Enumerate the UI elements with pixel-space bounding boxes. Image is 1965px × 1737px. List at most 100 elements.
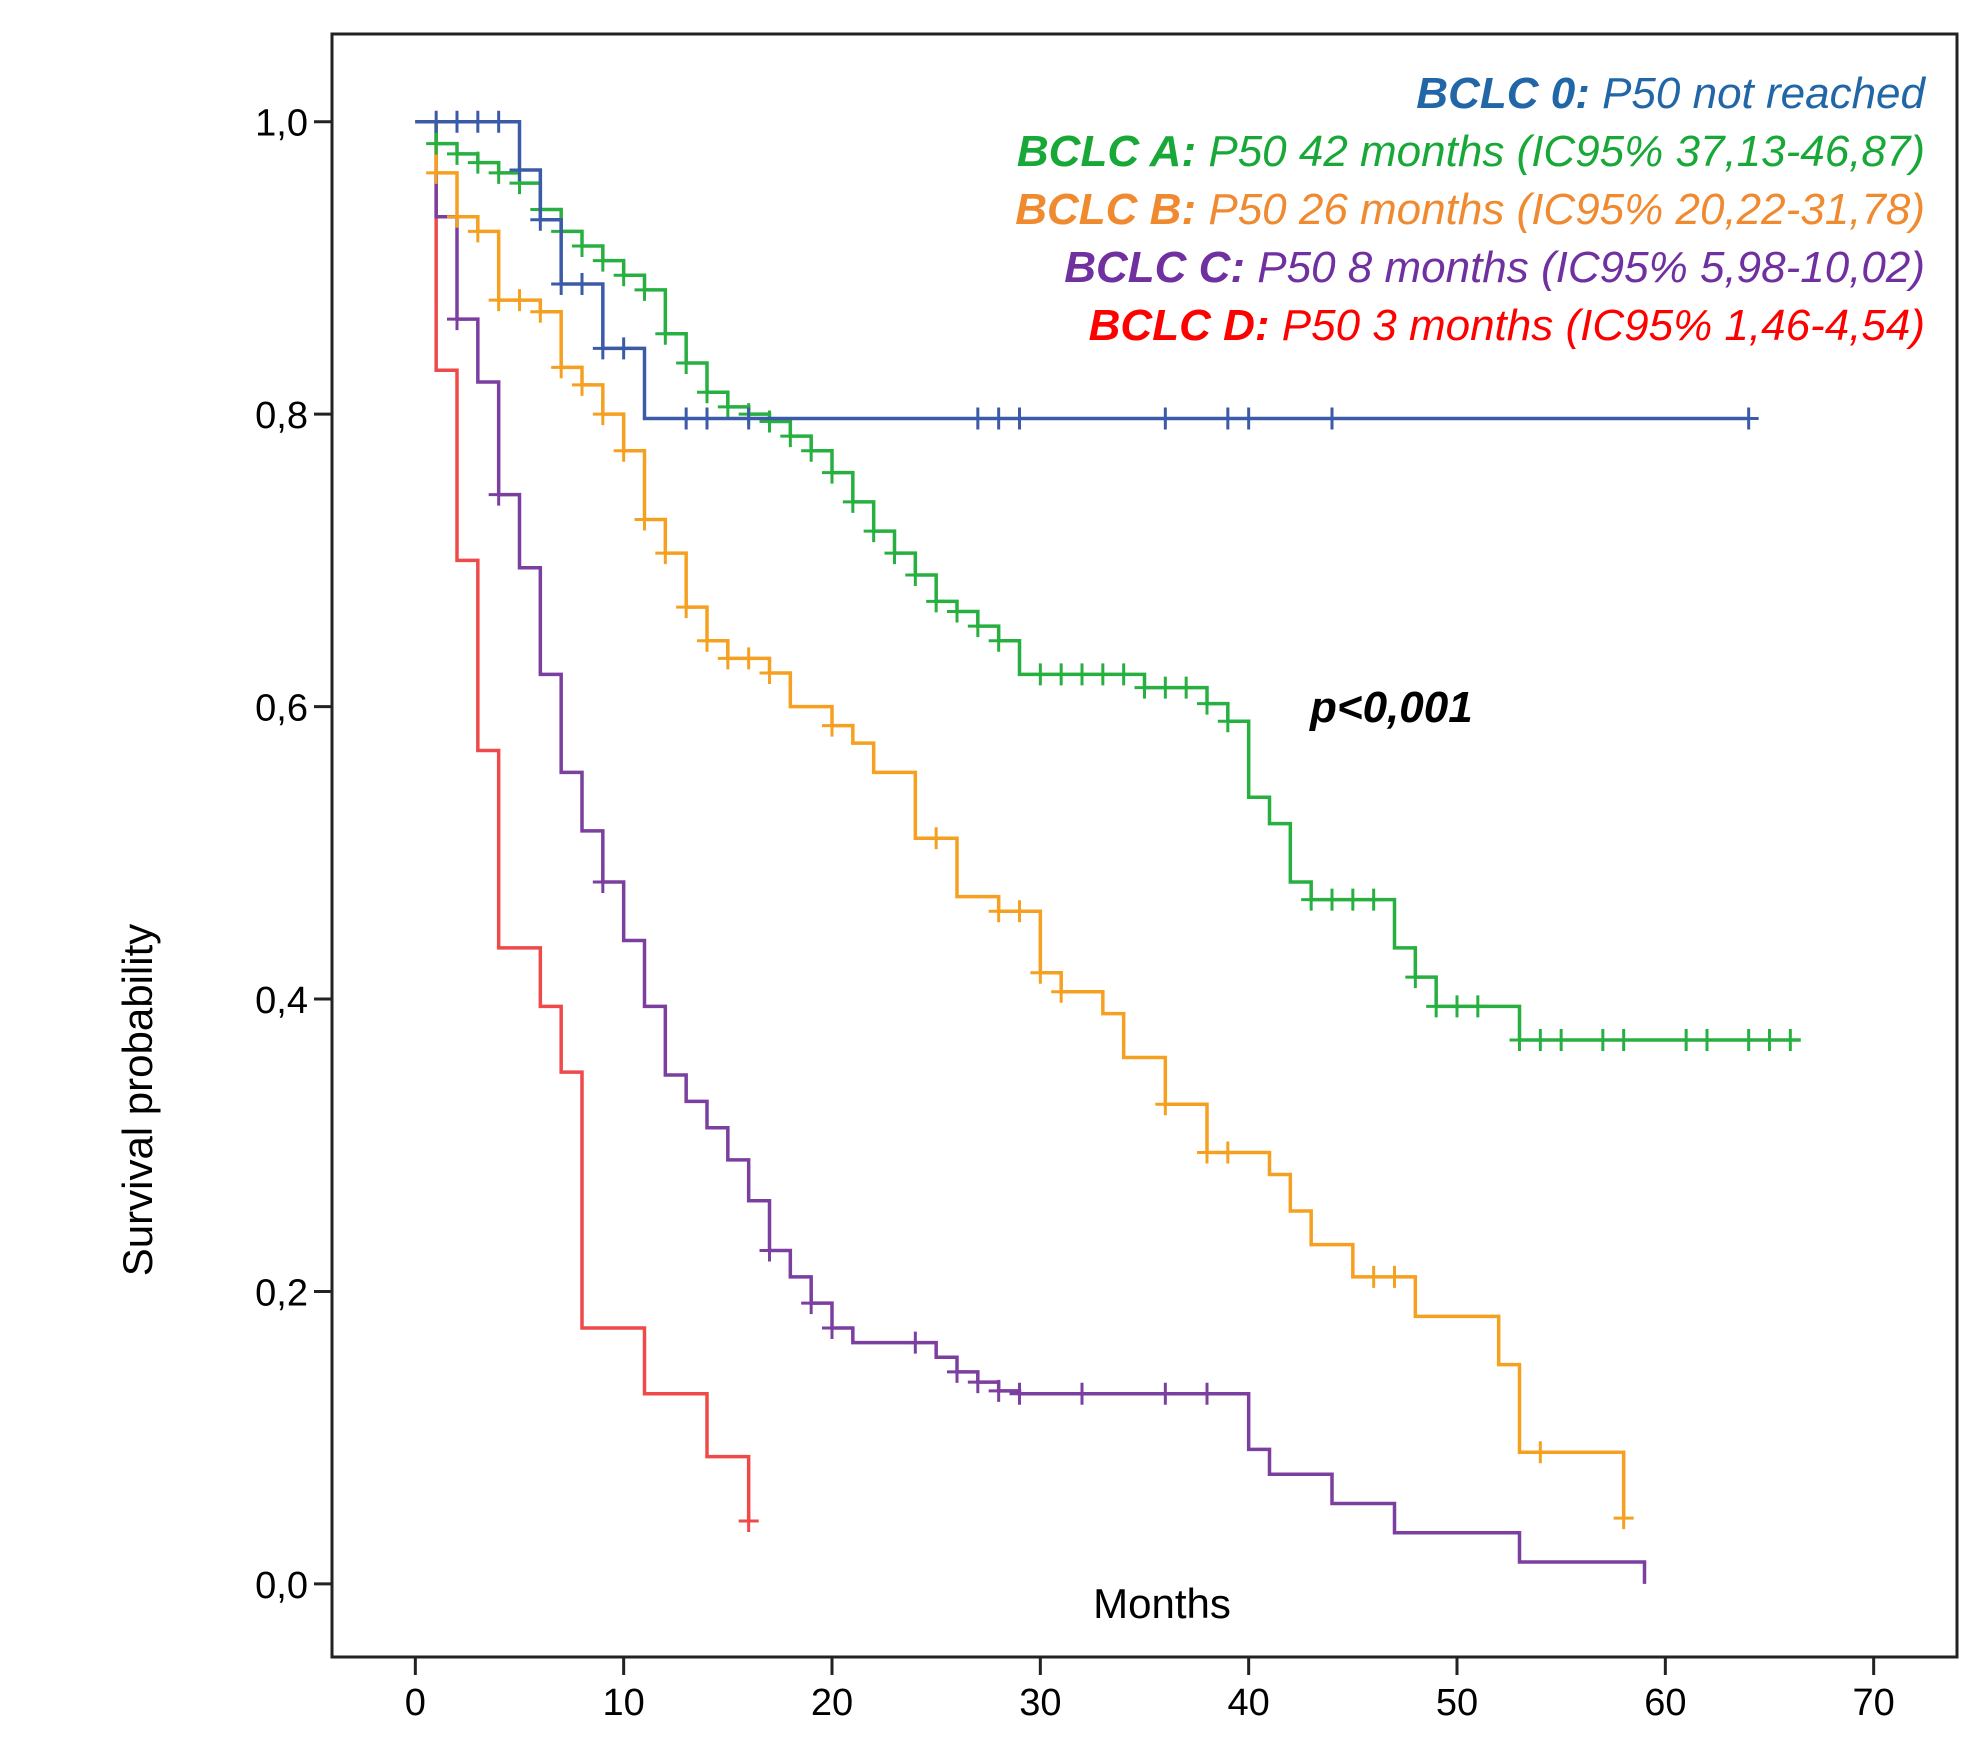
censor-mark: [1759, 1028, 1780, 1051]
censor-mark: [1738, 1028, 1759, 1051]
censor-mark: [447, 110, 467, 133]
censor-mark: [592, 249, 613, 272]
censor-mark: [926, 827, 947, 850]
censor-mark: [1738, 407, 1759, 430]
survival-curve: [415, 119, 751, 1522]
censor-mark: [1238, 407, 1259, 430]
censor-mark: [1051, 980, 1072, 1003]
y-axis-title: Survival probability: [114, 924, 161, 1277]
y-tick-label: 0,6: [255, 688, 308, 730]
censor-mark: [1217, 407, 1238, 430]
p-value-annotation: p<0,001: [1309, 683, 1473, 732]
censor-mark: [884, 542, 905, 565]
censor-mark: [509, 289, 530, 312]
censor-mark: [551, 273, 572, 296]
survival-curve: [415, 119, 1647, 1584]
censor-mark: [592, 403, 613, 426]
censor-mark: [426, 161, 447, 184]
censor-mark: [1197, 1141, 1217, 1164]
censor-mark: [926, 590, 947, 613]
censor-mark: [967, 407, 988, 430]
censor-mark: [1530, 1441, 1551, 1464]
censor-mark: [1176, 676, 1197, 699]
censor-mark: [1092, 663, 1113, 686]
censor-mark: [1113, 663, 1134, 686]
censor-mark: [822, 1317, 842, 1340]
censor-mark: [1301, 888, 1322, 911]
censor-mark: [1072, 1382, 1092, 1405]
censor-mark: [447, 142, 467, 165]
censor-mark: [842, 490, 863, 513]
censor-mark: [1322, 888, 1342, 911]
censor-mark: [717, 395, 738, 418]
censor-mark: [1613, 1028, 1634, 1051]
legend-series-detail: P50 26 months (IC95% 20,22-31,78): [1208, 185, 1925, 234]
censor-mark: [1217, 1141, 1238, 1164]
censor-mark: [613, 264, 634, 287]
censor-mark: [655, 322, 676, 345]
legend-series-detail: P50 8 months (IC95% 5,98-10,02): [1257, 243, 1925, 292]
censor-mark: [988, 1379, 1009, 1402]
censor-mark: [738, 1510, 759, 1533]
x-tick-label: 70: [1853, 1682, 1895, 1724]
legend-entry: BCLC D: P50 3 months (IC95% 1,46-4,54): [1089, 301, 1925, 350]
legend-entry: BCLC B: P50 26 months (IC95% 20,22-31,78…: [1015, 185, 1925, 234]
legend-entry: BCLC C: P50 8 months (IC95% 5,98-10,02): [1064, 243, 1925, 292]
x-tick-label: 0: [405, 1682, 426, 1724]
x-tick-label: 40: [1228, 1682, 1270, 1724]
censor-mark: [1155, 407, 1176, 430]
series-bclc-d: [415, 119, 759, 1533]
censor-mark: [1155, 676, 1176, 699]
censor-mark: [613, 439, 634, 462]
y-tick-label: 0,0: [255, 1565, 308, 1607]
censor-mark: [467, 110, 488, 133]
legend-series-detail: P50 42 months (IC95% 37,13-46,87): [1208, 127, 1925, 176]
censor-mark: [1780, 1028, 1801, 1051]
censor-mark: [947, 600, 967, 623]
legend-series-name: BCLC B:: [1015, 185, 1208, 234]
x-axis: 0 10 20 30 40 50 60 70: [405, 1657, 1895, 1724]
censor-mark: [801, 1292, 822, 1315]
censor-mark: [697, 629, 717, 652]
censor-mark: [1009, 407, 1030, 430]
x-tick-label: 30: [1019, 1682, 1061, 1724]
censor-mark: [1072, 663, 1092, 686]
censor-mark: [613, 337, 634, 360]
y-tick-label: 0,2: [255, 1272, 308, 1314]
censor-mark: [572, 235, 592, 258]
censor-mark: [1009, 900, 1030, 923]
censor-mark: [780, 425, 801, 448]
censor-mark: [488, 483, 509, 506]
censor-mark: [988, 407, 1009, 430]
legend-series-name: BCLC 0:: [1416, 69, 1602, 118]
censor-mark: [1405, 966, 1426, 989]
y-tick-label: 0,8: [255, 395, 308, 437]
censor-mark: [1384, 1265, 1405, 1288]
legend: BCLC 0: P50 not reached BCLC A: P50 42 mo…: [1015, 69, 1926, 350]
censor-mark: [1030, 961, 1051, 984]
censor-mark: [488, 161, 509, 184]
censor-mark: [905, 564, 926, 586]
censor-mark: [592, 871, 613, 894]
y-tick-label: 0,4: [255, 980, 308, 1022]
censor-mark: [467, 151, 488, 174]
censor-mark: [1551, 1028, 1572, 1051]
censor-mark: [1509, 1028, 1530, 1051]
censor-mark: [822, 714, 842, 737]
censor-mark: [1363, 888, 1384, 911]
censor-mark: [1217, 710, 1238, 733]
legend-series-name: BCLC C:: [1064, 243, 1257, 292]
censor-mark: [447, 308, 467, 331]
censor-mark: [530, 208, 551, 231]
censor-mark: [551, 356, 572, 379]
censor-mark: [676, 596, 697, 619]
censor-mark: [592, 337, 613, 360]
censor-mark: [676, 351, 697, 374]
censor-mark: [1134, 676, 1155, 699]
censor-mark: [988, 629, 1009, 652]
censor-mark: [1530, 1028, 1551, 1051]
series-bclc-c: [415, 119, 1647, 1584]
censor-mark: [1342, 888, 1363, 911]
censor-mark: [1613, 1507, 1634, 1530]
x-tick-label: 10: [603, 1682, 645, 1724]
